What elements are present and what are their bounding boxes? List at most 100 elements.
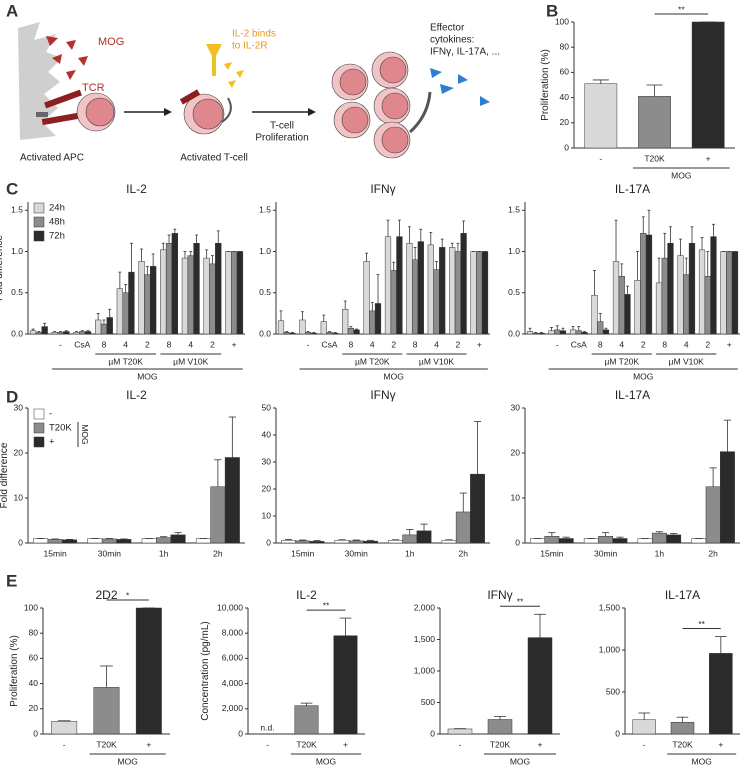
cytokine-label: IFNγ, IL-17A, ... <box>430 47 500 58</box>
y-tick-label: 0.0 <box>259 328 271 338</box>
x-tick-label: 4 <box>188 339 193 349</box>
bar <box>41 326 48 335</box>
bar <box>116 288 124 335</box>
group-label: µM T20K <box>604 356 639 366</box>
x-tick-label: - <box>556 339 559 349</box>
x-tick-label: - <box>599 153 602 163</box>
bar <box>333 635 358 735</box>
bar <box>149 266 157 335</box>
legend-group-label: MOG <box>80 424 90 444</box>
y-tick-label: 0 <box>33 728 38 738</box>
bar <box>538 332 545 335</box>
chart-title: IL-2 <box>296 588 317 602</box>
bar <box>487 719 513 735</box>
y-tick-label: 1.5 <box>259 205 271 215</box>
chart-title: IL-2 <box>126 182 147 196</box>
il2-note: IL-2 binds <box>232 29 276 40</box>
panel-label: D <box>6 387 18 406</box>
bar <box>583 538 599 544</box>
y-tick-label: 500 <box>606 686 620 696</box>
legend-label: - <box>49 409 52 420</box>
x-tick-label: 4 <box>619 339 624 349</box>
bar <box>688 243 696 335</box>
bar <box>156 537 172 544</box>
y-axis-label: Concentration (pg/mL) <box>200 621 211 721</box>
bar <box>532 332 539 335</box>
group-label: MOG <box>510 756 530 766</box>
bar <box>597 321 604 335</box>
x-tick-label: CsA <box>571 339 587 349</box>
group-label: MOG <box>137 371 157 381</box>
bar <box>47 539 63 544</box>
y-tick-label: 1.0 <box>11 246 23 256</box>
bar <box>320 321 327 335</box>
x-tick-label: 30min <box>594 548 617 558</box>
bar <box>645 234 653 335</box>
significance-label: ** <box>698 619 705 629</box>
bar <box>441 540 457 544</box>
receptor <box>179 89 201 105</box>
y-tick-label: 0 <box>238 728 243 738</box>
x-tick-label: 2 <box>641 339 646 349</box>
bar <box>210 486 226 544</box>
bar <box>283 332 290 335</box>
x-tick-label: 8 <box>349 339 354 349</box>
y-tick-label: 0 <box>615 728 620 738</box>
bar <box>87 538 103 544</box>
x-tick-label: + <box>718 739 723 749</box>
x-tick-label: 4 <box>370 339 375 349</box>
bar <box>57 332 64 335</box>
bar <box>203 257 210 335</box>
bar <box>295 540 311 544</box>
bar <box>470 473 485 544</box>
receptor <box>36 89 82 126</box>
x-tick-label: CsA <box>74 339 90 349</box>
x-tick-label: + <box>538 739 543 749</box>
bar <box>348 540 364 544</box>
cytokine-label: Effector <box>430 23 465 34</box>
bar <box>618 276 625 335</box>
bar <box>289 332 296 335</box>
x-tick-label: - <box>63 739 66 749</box>
bar <box>95 319 102 335</box>
significance-label: ** <box>517 597 524 607</box>
x-tick-label: 2 <box>391 339 396 349</box>
bar <box>225 251 232 335</box>
legend-label: 72h <box>49 231 65 242</box>
y-tick-label: 500 <box>421 697 435 707</box>
y-tick-label: 100 <box>24 602 38 612</box>
bar <box>334 540 350 544</box>
chart-title: IL-2 <box>126 388 147 402</box>
legend-label: 24h <box>49 203 65 214</box>
apc-label: Activated APC <box>20 153 84 164</box>
cell-cluster <box>331 51 411 159</box>
legend-swatch <box>33 216 45 228</box>
bar <box>527 637 553 735</box>
x-tick-label: 8 <box>167 339 172 349</box>
bar <box>215 243 222 335</box>
bar <box>170 534 186 544</box>
bar <box>632 719 656 735</box>
value-label: n.d. <box>260 722 274 732</box>
y-tick-label: 1.5 <box>508 205 520 215</box>
x-tick-label: 15min <box>540 548 563 558</box>
group-label: µM T20K <box>355 356 390 366</box>
y-tick-label: 50 <box>262 402 272 412</box>
bar <box>100 323 108 335</box>
group-label: MOG <box>692 756 712 766</box>
x-tick-label: 8 <box>413 339 418 349</box>
bar <box>640 233 647 335</box>
bar <box>138 261 145 335</box>
bar <box>433 269 440 335</box>
bar <box>281 540 296 544</box>
y-tick-label: 40 <box>262 429 272 439</box>
x-tick-label: + <box>146 739 151 749</box>
bar <box>396 236 403 335</box>
arrow-head <box>164 108 172 116</box>
legend-swatch <box>33 436 45 448</box>
bar <box>51 721 78 735</box>
bar <box>530 538 545 544</box>
bar <box>384 236 392 335</box>
x-tick-label: - <box>59 339 62 349</box>
